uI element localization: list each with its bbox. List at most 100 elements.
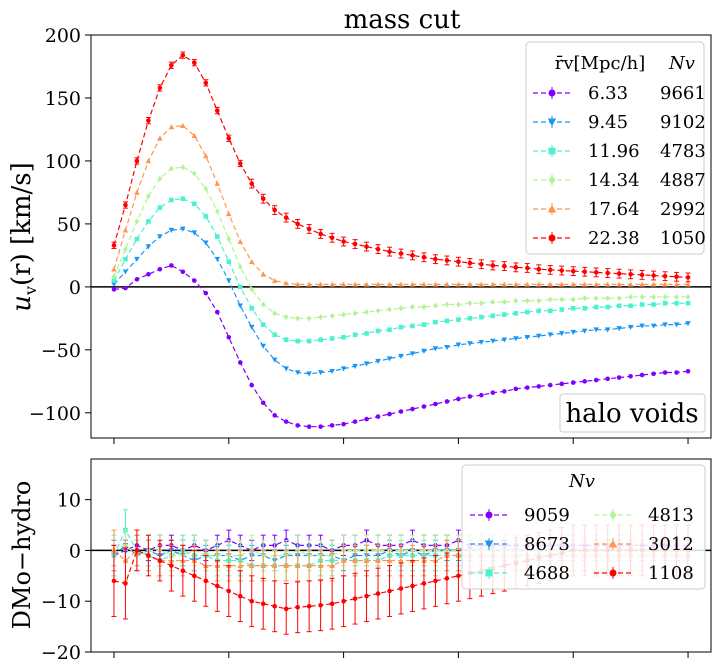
y-tick-label: 10: [57, 490, 81, 512]
bottom-y-ticks: −20 −10 0 10: [41, 490, 91, 664]
data-point: [111, 273, 117, 280]
data-point: [294, 562, 301, 568]
data-point: [271, 562, 278, 568]
data-point: [478, 339, 485, 346]
data-point: [363, 361, 370, 367]
legend-count: 9059: [524, 505, 570, 526]
legend-count: 9102: [660, 112, 706, 133]
data-point: [558, 281, 565, 287]
data-point: [502, 389, 507, 394]
data-point: [685, 275, 691, 280]
y-tick-label: −20: [41, 642, 81, 664]
data-point: [260, 343, 266, 349]
data-point: [559, 307, 565, 312]
legend-marker: [609, 569, 617, 577]
top-legend-header-n: Nv: [668, 53, 695, 74]
data-point: [536, 333, 542, 339]
bottom-legend-header-n: Nv: [568, 471, 595, 492]
data-point: [524, 265, 530, 271]
data-point: [604, 281, 611, 287]
data-point: [306, 603, 312, 609]
data-point: [536, 297, 542, 304]
legend-radius: 17.64: [588, 199, 640, 220]
data-point: [455, 281, 462, 287]
bottom-x-ticks: [113, 652, 689, 658]
data-point: [169, 165, 174, 172]
data-point: [318, 602, 323, 608]
data-point: [237, 303, 244, 309]
data-point: [192, 201, 197, 207]
data-point: [364, 416, 369, 422]
data-point: [409, 281, 416, 287]
data-point: [467, 316, 473, 321]
data-point: [628, 373, 633, 379]
data-point: [490, 298, 496, 305]
data-point: [593, 281, 599, 287]
data-point: [456, 301, 461, 308]
y-tick-label: −10: [41, 591, 81, 613]
data-point: [249, 598, 255, 604]
data-point: [146, 271, 151, 277]
data-point: [674, 274, 679, 280]
data-point: [616, 271, 622, 276]
data-point: [513, 297, 519, 304]
legend-count: 1108: [648, 563, 694, 584]
data-point: [605, 270, 610, 276]
data-point: [455, 342, 462, 348]
data-point: [547, 382, 553, 388]
data-point: [387, 588, 392, 594]
top-panel: −100 −50 0 50 100 150 200 uv(r) [km/s] r̄v[Mpc…: [7, 25, 712, 444]
data-point: [616, 303, 622, 309]
data-point: [146, 118, 151, 123]
data-point: [134, 236, 140, 242]
data-point: [203, 578, 209, 584]
legend-row-9.45: 9.45 9102: [533, 112, 706, 133]
data-point: [192, 170, 197, 177]
legend-row-4813: 4813: [594, 505, 694, 526]
data-point: [260, 562, 266, 568]
legend-marker: [548, 89, 556, 97]
legend-row-14.34: 14.34 4887: [533, 170, 706, 191]
data-point: [157, 234, 163, 240]
data-point: [616, 375, 622, 380]
data-point: [467, 300, 473, 307]
data-point: [168, 227, 175, 233]
data-point: [237, 284, 243, 290]
legend-row-22.38: 22.38 1050: [533, 228, 706, 249]
data-point: [662, 293, 668, 300]
legend-marker: [548, 234, 556, 242]
legend-row-8673: 8673: [470, 534, 570, 555]
data-point: [375, 414, 381, 419]
data-point: [616, 281, 622, 287]
data-point: [329, 281, 335, 287]
data-point: [513, 336, 519, 342]
data-point: [180, 269, 186, 275]
data-point: [524, 297, 530, 304]
data-point: [364, 593, 369, 599]
data-point: [570, 268, 576, 274]
data-point: [444, 399, 450, 404]
data-point: [317, 281, 324, 287]
data-point: [593, 377, 599, 383]
data-point: [627, 281, 634, 287]
data-point: [421, 404, 427, 409]
top-plot-frame: [90, 34, 712, 439]
data-point: [456, 573, 461, 579]
data-point: [260, 196, 266, 202]
data-point: [283, 314, 289, 321]
data-point: [685, 368, 691, 374]
data-point: [387, 327, 392, 332]
data-point: [214, 180, 221, 186]
data-point: [169, 263, 174, 268]
data-point: [203, 290, 209, 296]
data-point: [524, 334, 531, 341]
data-point: [226, 135, 232, 141]
data-point: [673, 281, 680, 287]
data-point: [352, 363, 358, 369]
data-point: [456, 317, 461, 322]
data-point: [570, 296, 576, 303]
data-point: [214, 208, 220, 215]
legend-row-1108: 1108: [594, 563, 694, 584]
data-point: [249, 286, 255, 293]
data-point: [421, 304, 427, 311]
